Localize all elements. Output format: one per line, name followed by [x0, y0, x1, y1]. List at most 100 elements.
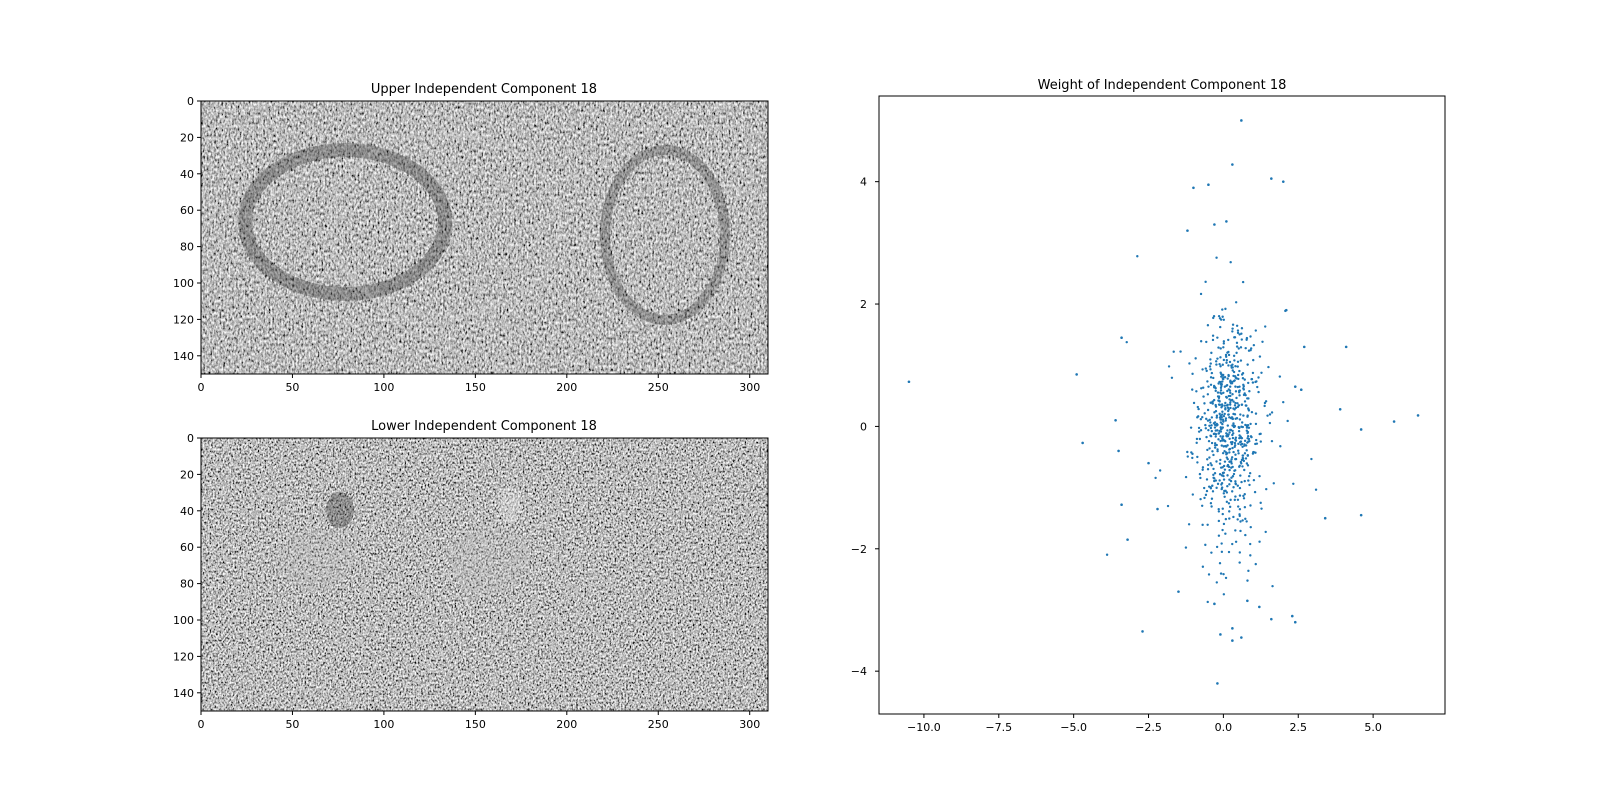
- scatter-point: [1209, 421, 1212, 424]
- scatter-point: [1239, 520, 1242, 523]
- x-tick-label: 0: [198, 718, 205, 731]
- scatter-point: [1212, 476, 1215, 479]
- scatter-point: [1223, 385, 1227, 388]
- scatter-point: [1244, 346, 1247, 350]
- scatter-point: [1229, 261, 1232, 264]
- scatter-point: [1232, 354, 1236, 358]
- scatter-point: [1231, 393, 1234, 396]
- y-tick-label: 20: [180, 131, 194, 144]
- scatter-point: [1299, 388, 1303, 392]
- scatter-point: [1213, 472, 1217, 475]
- scatter-point: [1228, 416, 1231, 419]
- scatter-point: [1233, 379, 1236, 382]
- scatter-point: [1221, 363, 1224, 366]
- scatter-point: [1228, 431, 1231, 434]
- scatter-point: [1208, 424, 1211, 427]
- scatter-point: [1232, 515, 1235, 519]
- scatter-point: [1220, 474, 1224, 477]
- scatter-point: [1217, 314, 1221, 318]
- scatter-point: [1207, 485, 1211, 488]
- scatter-point: [1214, 360, 1218, 363]
- scatter-point: [1199, 429, 1203, 432]
- scatter-point: [1222, 471, 1226, 474]
- scatter-point: [1187, 523, 1191, 526]
- scatter-point: [1221, 512, 1224, 516]
- scatter-point: [1246, 599, 1249, 603]
- scatter-point: [1268, 413, 1272, 416]
- scatter-point: [1196, 405, 1200, 409]
- scatter-point: [1255, 380, 1258, 383]
- scatter-point: [1227, 413, 1230, 416]
- scatter-point: [1230, 458, 1233, 461]
- x-tick-label: 200: [556, 718, 577, 731]
- scatter-point: [1212, 467, 1215, 471]
- scatter-point: [1125, 340, 1128, 344]
- scatter-point: [1224, 517, 1228, 521]
- scatter-point: [1207, 385, 1210, 388]
- scatter-point: [1226, 377, 1229, 380]
- scatter-point: [1258, 474, 1261, 478]
- scatter-point: [1212, 314, 1216, 318]
- scatter-point: [1229, 399, 1233, 402]
- scatter-point: [1215, 545, 1219, 549]
- scatter-point: [1198, 437, 1202, 441]
- scatter-point: [1220, 406, 1223, 409]
- scatter-point: [1205, 435, 1208, 439]
- scatter-point: [1201, 416, 1204, 419]
- scatter-point: [1249, 554, 1252, 557]
- scatter-point: [1200, 504, 1204, 507]
- scatter-point: [1198, 472, 1202, 476]
- scatter-point: [1205, 478, 1209, 481]
- scatter-point: [1200, 387, 1203, 390]
- scatter-point: [1230, 364, 1233, 367]
- scatter-point: [1416, 414, 1420, 417]
- scatter-point: [1238, 394, 1241, 397]
- y-tick-label: 60: [180, 541, 194, 554]
- scatter-point: [1166, 504, 1170, 508]
- scatter-point: [1257, 390, 1260, 394]
- scatter-point: [1219, 386, 1223, 390]
- scatter-point: [1225, 453, 1228, 456]
- scatter-point: [1270, 411, 1274, 414]
- scatter-point: [1218, 400, 1221, 403]
- y-tick-label: 120: [173, 650, 194, 663]
- scatter-point: [1236, 402, 1239, 405]
- scatter-point: [1254, 451, 1257, 454]
- scatter-point: [1248, 472, 1252, 475]
- scatter-point: [1224, 307, 1227, 311]
- scatter-point: [1194, 357, 1197, 360]
- scatter-point: [1196, 455, 1199, 459]
- scatter-point: [1213, 446, 1217, 449]
- scatter-point: [1249, 347, 1253, 350]
- scatter-point: [1227, 350, 1230, 354]
- scatter-point: [1293, 620, 1297, 624]
- scatter-point: [1236, 498, 1240, 502]
- x-tick-label: −10.0: [907, 721, 941, 734]
- scatter-point: [1246, 437, 1249, 440]
- scatter-point: [1205, 340, 1208, 344]
- scatter-point: [1195, 390, 1198, 393]
- scatter-point: [1222, 346, 1225, 349]
- scatter-point: [1220, 486, 1224, 489]
- scatter-point: [1220, 542, 1223, 545]
- scatter-point: [1234, 406, 1238, 410]
- scatter-point: [1210, 416, 1214, 419]
- scatter-point: [1247, 569, 1250, 573]
- scatter-point: [1231, 465, 1234, 469]
- scatter-point: [1228, 403, 1232, 406]
- scatter-point: [1219, 421, 1223, 424]
- y-tick-label: 2: [860, 298, 867, 311]
- scatter-point: [1234, 482, 1237, 485]
- scatter-point: [1199, 497, 1202, 501]
- scatter-point: [1359, 428, 1363, 431]
- scatter-point: [1249, 542, 1252, 546]
- scatter-point: [1224, 489, 1227, 493]
- x-tick-label: −2.5: [1135, 721, 1162, 734]
- scatter-point: [1190, 451, 1193, 454]
- scatter-point: [1215, 363, 1218, 366]
- scatter-point: [1224, 417, 1228, 420]
- scatter-point: [1227, 550, 1231, 554]
- scatter-point: [1235, 377, 1238, 380]
- scatter-point: [1211, 338, 1215, 342]
- x-tick-label: 0.0: [1215, 721, 1233, 734]
